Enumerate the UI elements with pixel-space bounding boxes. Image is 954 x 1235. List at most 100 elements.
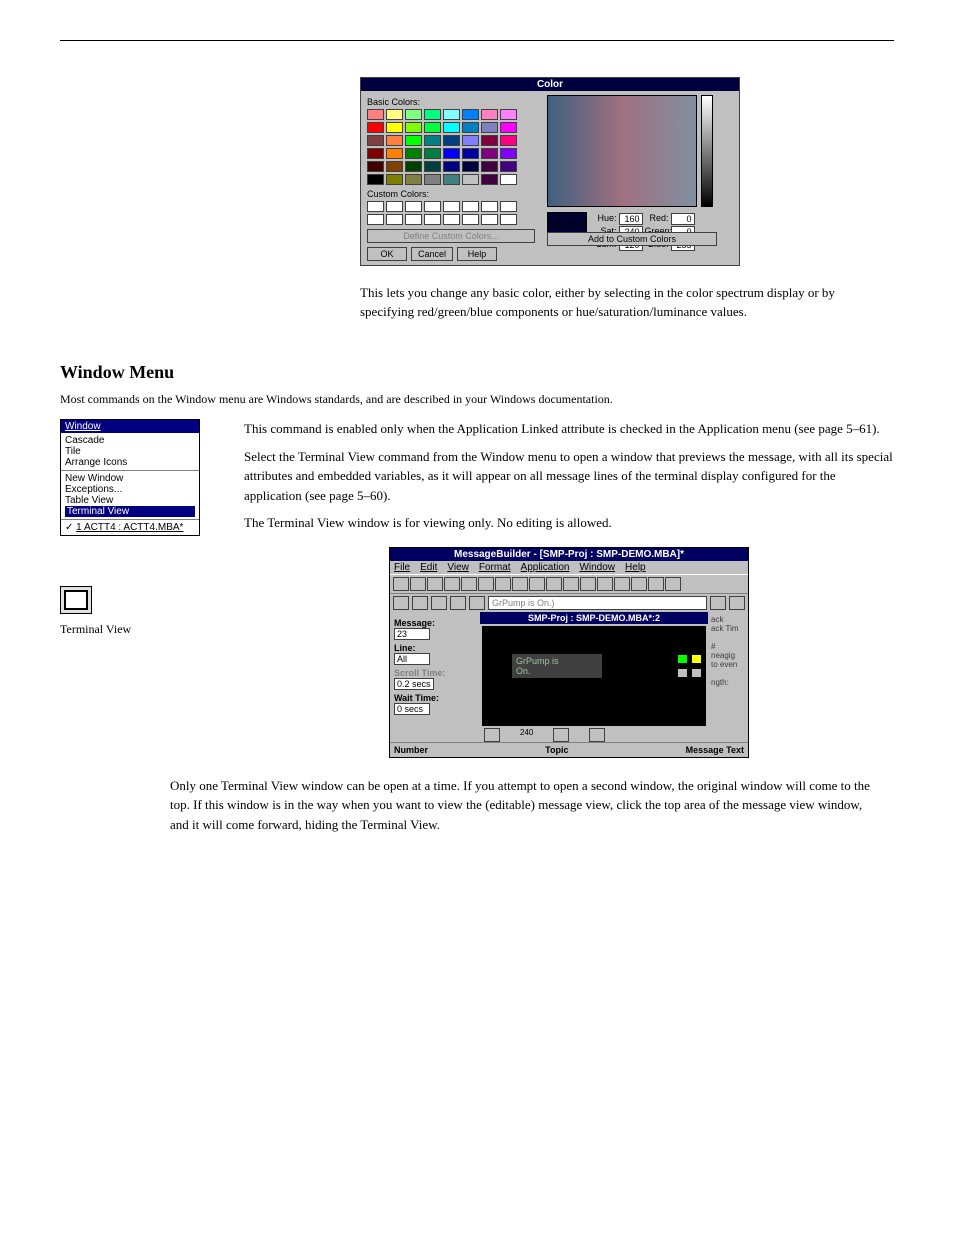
custom-swatch[interactable]	[443, 201, 460, 212]
toolbar-icon[interactable]	[665, 577, 681, 591]
toolbar-icon[interactable]	[412, 596, 428, 610]
toolbar-icon[interactable]	[529, 577, 545, 591]
window-menu-title[interactable]: Window	[61, 420, 199, 433]
custom-swatch[interactable]	[481, 214, 498, 225]
add-custom-button[interactable]: Add to Custom Colors	[547, 232, 717, 246]
mb-sample-field[interactable]: GrPump is On.)	[488, 596, 707, 610]
color-swatch[interactable]	[367, 161, 384, 172]
color-swatch[interactable]	[405, 135, 422, 146]
color-swatch[interactable]	[367, 122, 384, 133]
toolbar-icon[interactable]	[512, 577, 528, 591]
toolbar-icon[interactable]	[631, 577, 647, 591]
toolbar-icon[interactable]	[393, 596, 409, 610]
wait-time-input[interactable]: 0 secs	[394, 703, 430, 715]
define-custom-button[interactable]: Define Custom Colors...	[367, 229, 535, 243]
custom-swatch[interactable]	[462, 201, 479, 212]
custom-swatch[interactable]	[481, 201, 498, 212]
line-select[interactable]: All	[394, 653, 430, 665]
color-swatch[interactable]	[367, 174, 384, 185]
toolbar-icon[interactable]	[648, 577, 664, 591]
custom-swatch[interactable]	[405, 214, 422, 225]
color-swatch[interactable]	[500, 174, 517, 185]
color-swatch[interactable]	[367, 109, 384, 120]
luminance-strip[interactable]	[701, 95, 713, 207]
color-swatch[interactable]	[424, 161, 441, 172]
toolbar-icon[interactable]	[478, 577, 494, 591]
help-button[interactable]: Help	[457, 247, 497, 261]
color-swatch[interactable]	[462, 122, 479, 133]
color-swatch[interactable]	[500, 148, 517, 159]
menu-open-file[interactable]: 1 ACTT4 : ACTT4.MBA*	[76, 522, 183, 533]
basic-colors-grid[interactable]	[367, 109, 535, 185]
custom-swatch[interactable]	[500, 214, 517, 225]
toolbar-icon[interactable]	[546, 577, 562, 591]
color-swatch[interactable]	[500, 109, 517, 120]
color-swatch[interactable]	[481, 135, 498, 146]
custom-swatch[interactable]	[443, 214, 460, 225]
color-swatch[interactable]	[386, 148, 403, 159]
ok-button[interactable]: OK	[367, 247, 407, 261]
toolbar-icon[interactable]	[729, 596, 745, 610]
menu-view[interactable]: View	[447, 562, 469, 573]
message-number[interactable]: 23	[394, 628, 430, 640]
custom-swatch[interactable]	[500, 201, 517, 212]
color-swatch[interactable]	[386, 109, 403, 120]
color-swatch[interactable]	[500, 161, 517, 172]
menu-edit[interactable]: Edit	[420, 562, 437, 573]
menu-arrange-icons[interactable]: Arrange Icons	[65, 457, 195, 468]
toolbar-icon[interactable]	[563, 577, 579, 591]
menu-window[interactable]: Window	[579, 562, 615, 573]
toolbar-icon[interactable]	[450, 596, 466, 610]
color-swatch[interactable]	[462, 135, 479, 146]
color-swatch[interactable]	[443, 109, 460, 120]
color-swatch[interactable]	[405, 161, 422, 172]
mb-toolbar-1[interactable]	[390, 574, 748, 594]
color-swatch[interactable]	[405, 174, 422, 185]
menu-help[interactable]: Help	[625, 562, 646, 573]
menu-cascade[interactable]: Cascade	[65, 435, 195, 446]
toolbar-icon[interactable]	[597, 577, 613, 591]
color-swatch[interactable]	[424, 122, 441, 133]
control-icon[interactable]	[691, 654, 702, 664]
hue-input[interactable]: 160	[619, 213, 643, 225]
toolbar-icon[interactable]	[710, 596, 726, 610]
toolbar-icon[interactable]	[614, 577, 630, 591]
custom-swatch[interactable]	[424, 201, 441, 212]
color-swatch[interactable]	[481, 148, 498, 159]
menu-new-window[interactable]: New Window	[65, 473, 195, 484]
color-swatch[interactable]	[443, 122, 460, 133]
color-swatch[interactable]	[443, 174, 460, 185]
color-swatch[interactable]	[500, 135, 517, 146]
color-swatch[interactable]	[405, 148, 422, 159]
color-swatch[interactable]	[443, 161, 460, 172]
color-swatch[interactable]	[481, 122, 498, 133]
toolbar-icon[interactable]	[427, 577, 443, 591]
color-swatch[interactable]	[481, 161, 498, 172]
color-swatch[interactable]	[386, 122, 403, 133]
color-swatch[interactable]	[424, 135, 441, 146]
custom-swatch[interactable]	[367, 201, 384, 212]
menu-terminal-view[interactable]: Terminal View	[65, 506, 195, 517]
color-swatch[interactable]	[405, 122, 422, 133]
color-swatch[interactable]	[443, 148, 460, 159]
menu-table-view[interactable]: Table View	[65, 495, 195, 506]
toolbar-icon[interactable]	[461, 577, 477, 591]
toolbar-icon[interactable]	[431, 596, 447, 610]
color-swatch[interactable]	[462, 109, 479, 120]
color-swatch[interactable]	[386, 161, 403, 172]
menu-tile[interactable]: Tile	[65, 446, 195, 457]
color-swatch[interactable]	[462, 161, 479, 172]
color-swatch[interactable]	[386, 135, 403, 146]
color-swatch[interactable]	[500, 122, 517, 133]
red-input[interactable]: 0	[671, 213, 695, 225]
control-icon[interactable]	[677, 668, 688, 678]
color-swatch[interactable]	[481, 174, 498, 185]
color-swatch[interactable]	[405, 109, 422, 120]
menu-format[interactable]: Format	[479, 562, 511, 573]
mb-menubar[interactable]: FileEditViewFormatApplicationWindowHelp	[390, 561, 748, 574]
color-swatch[interactable]	[481, 109, 498, 120]
toolbar-icon[interactable]	[393, 577, 409, 591]
color-swatch[interactable]	[462, 148, 479, 159]
toolbar-icon[interactable]	[495, 577, 511, 591]
menu-exceptions[interactable]: Exceptions...	[65, 484, 195, 495]
